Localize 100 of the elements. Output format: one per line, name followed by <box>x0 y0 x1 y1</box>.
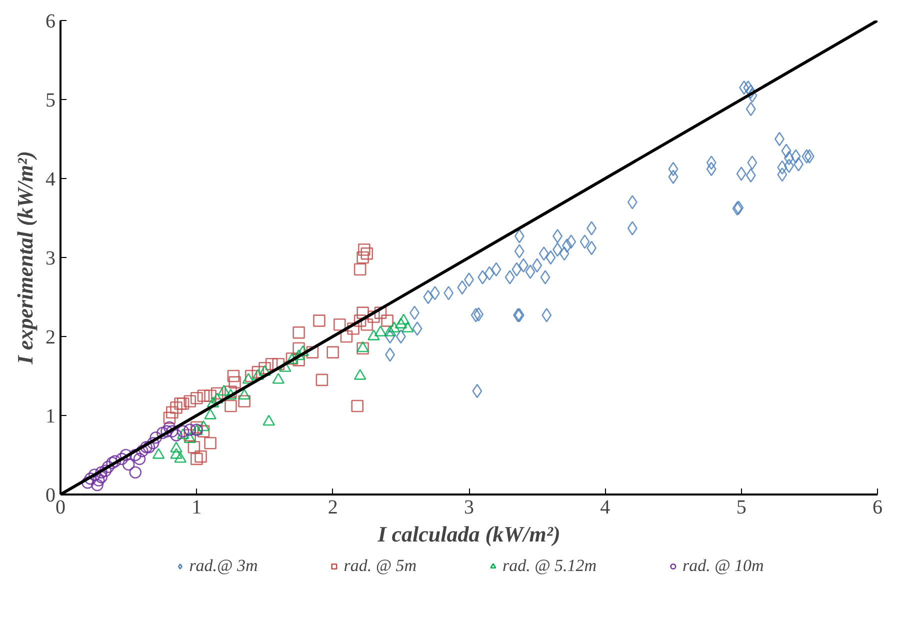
y-axis-title: I experimental (kW/m²) <box>12 150 38 366</box>
legend-label: rad. @ 5.12m <box>502 556 597 576</box>
point <box>354 263 366 276</box>
point <box>356 251 369 264</box>
x-axis-title: I calculada (kW/m²) <box>376 522 560 546</box>
point <box>166 425 178 438</box>
point <box>354 369 366 380</box>
legend-label: rad. @ 5m <box>344 556 416 576</box>
point <box>258 362 271 374</box>
point <box>150 431 162 444</box>
point <box>313 314 326 327</box>
point <box>146 437 160 450</box>
point <box>156 426 169 440</box>
point <box>224 388 237 400</box>
x-tick-label: 5 <box>736 496 746 518</box>
point <box>92 474 105 486</box>
point <box>190 392 203 404</box>
point <box>197 390 210 402</box>
point <box>116 452 128 466</box>
point <box>129 466 142 479</box>
x-tick-label: 1 <box>192 496 202 518</box>
point <box>91 478 104 492</box>
point <box>95 466 108 479</box>
point <box>388 322 400 332</box>
y-tick-label: 1 <box>46 406 56 428</box>
point <box>170 448 182 459</box>
point <box>197 425 210 438</box>
point <box>204 408 216 420</box>
point <box>358 243 370 256</box>
y-tick-label: 4 <box>46 168 56 190</box>
point <box>190 452 203 466</box>
point <box>218 384 230 396</box>
point <box>272 358 285 370</box>
point <box>152 448 165 459</box>
point <box>170 442 182 453</box>
point <box>108 455 122 468</box>
point <box>351 400 364 412</box>
point <box>292 354 305 366</box>
point <box>166 406 178 418</box>
point <box>204 437 216 450</box>
point <box>368 330 380 340</box>
point <box>326 346 339 358</box>
point <box>136 444 148 458</box>
point <box>292 342 305 354</box>
point <box>163 412 176 424</box>
point <box>316 374 328 386</box>
point <box>360 247 374 260</box>
point <box>252 369 264 380</box>
legend-label: rad.@ 3m <box>189 556 258 576</box>
point <box>227 370 240 382</box>
point <box>402 322 414 332</box>
point <box>228 376 241 388</box>
point <box>258 365 271 376</box>
point <box>210 392 224 404</box>
point <box>279 361 292 372</box>
point <box>272 372 285 384</box>
point <box>163 421 176 434</box>
point <box>394 318 408 328</box>
point <box>88 468 101 481</box>
point <box>176 425 190 438</box>
point <box>120 448 132 462</box>
point <box>188 440 200 454</box>
point <box>265 358 278 370</box>
point <box>160 425 173 438</box>
point <box>224 400 237 412</box>
point <box>99 464 112 477</box>
y-tick-label: 2 <box>46 326 56 348</box>
point <box>397 314 410 325</box>
point <box>184 424 196 436</box>
point <box>292 326 305 339</box>
point <box>354 314 366 327</box>
x-tick-label: 6 <box>872 496 882 518</box>
point <box>174 398 186 410</box>
point <box>184 429 196 442</box>
point <box>238 395 250 408</box>
point <box>194 450 207 463</box>
point <box>82 476 94 489</box>
point <box>306 346 319 358</box>
y-tick-label: 6 <box>46 10 56 32</box>
x-tick-label: 4 <box>600 496 610 518</box>
point <box>170 429 182 442</box>
x-tick-label: 3 <box>464 496 474 518</box>
point <box>142 440 156 454</box>
point <box>238 388 250 400</box>
x-tick-label: 2 <box>328 496 338 518</box>
point <box>296 345 310 356</box>
point <box>122 458 135 471</box>
point <box>347 322 360 335</box>
point <box>292 349 305 360</box>
point <box>206 396 220 408</box>
point <box>224 386 237 398</box>
point <box>176 398 190 410</box>
point <box>333 318 346 331</box>
point <box>204 390 216 402</box>
point <box>133 452 146 466</box>
point <box>84 472 97 485</box>
point <box>384 326 396 336</box>
point <box>210 387 224 400</box>
point <box>190 421 203 434</box>
point <box>262 414 275 426</box>
